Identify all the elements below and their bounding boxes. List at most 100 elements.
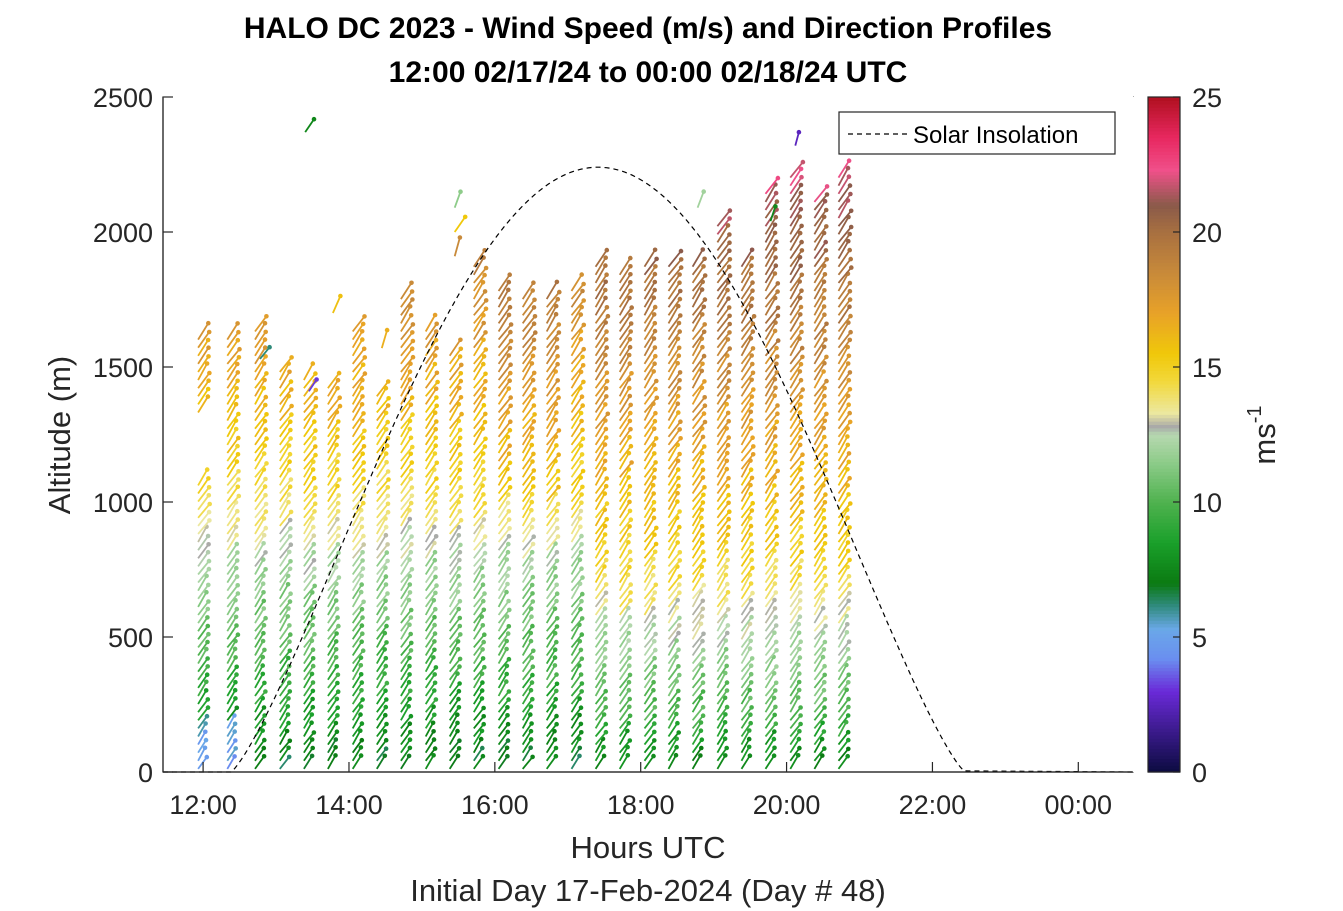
wind-barb-shaft <box>352 601 365 616</box>
wind-barb-shaft <box>594 413 609 430</box>
wind-barb-head <box>360 321 366 327</box>
wind-barb-shaft <box>254 478 267 495</box>
wind-barb-shaft <box>327 707 339 721</box>
wind-barb-shaft <box>376 495 389 511</box>
colorbar-segment <box>1148 174 1180 179</box>
wind-barb-head <box>433 516 438 522</box>
wind-barb-shaft <box>837 282 851 300</box>
wind-barb-head <box>847 337 853 343</box>
wind-barb-head <box>773 573 778 579</box>
wind-barb-head <box>455 753 461 759</box>
wind-barb-head <box>554 591 560 596</box>
wind-barb-head <box>847 370 853 375</box>
wind-barb-head <box>650 482 656 488</box>
wind-barb-head <box>749 475 755 481</box>
wind-barb-shaft <box>813 748 825 762</box>
wind-barb-head <box>627 549 633 554</box>
wind-barb-head <box>481 598 486 604</box>
wind-barb-head <box>652 713 657 719</box>
colorbar-tick-label: 0 <box>1192 758 1207 788</box>
wind-barb-shaft <box>789 208 802 227</box>
colorbar-segment <box>1148 184 1180 189</box>
wind-barb-head <box>675 490 680 496</box>
wind-barb-head <box>626 475 631 480</box>
wind-barb-shaft <box>837 509 848 527</box>
wind-barb-shaft <box>643 380 658 397</box>
wind-barb-shaft <box>594 347 608 365</box>
wind-barb-shaft <box>740 305 752 324</box>
wind-barb-shaft <box>691 445 706 462</box>
wind-barb-head <box>483 330 488 335</box>
wind-barb-head <box>602 671 607 677</box>
wind-barb-shaft <box>400 681 410 697</box>
wind-barb-head <box>457 354 463 359</box>
wind-barb-head <box>382 753 388 759</box>
wind-barb-shaft <box>303 576 315 592</box>
wind-barb-shaft <box>327 754 337 770</box>
wind-barb-head <box>504 671 510 677</box>
wind-barb-shaft <box>813 558 825 575</box>
wind-barb-head <box>288 477 294 482</box>
wind-barb-shaft <box>594 372 608 389</box>
wind-barb-head <box>553 753 559 759</box>
colorbar-unit-exponent: -1 <box>1244 405 1266 423</box>
wind-barb-head <box>822 328 827 334</box>
wind-barb-shaft <box>226 592 239 608</box>
wind-barb-head <box>359 623 365 628</box>
wind-barb-shaft <box>667 705 679 721</box>
wind-barb-head <box>627 508 633 514</box>
wind-barb-shaft <box>473 331 487 349</box>
wind-barb-head <box>206 542 211 547</box>
wind-barb-head <box>309 753 315 759</box>
wind-barb-shaft <box>643 330 656 349</box>
wind-barb-shaft <box>473 281 484 300</box>
wind-barb-shaft <box>400 428 411 446</box>
wind-barb-shaft <box>279 535 291 551</box>
wind-barb-head <box>505 738 511 743</box>
wind-barb-shaft <box>667 314 682 333</box>
wind-barb-head <box>772 230 778 236</box>
wind-barb-shaft <box>351 478 365 495</box>
wind-barb-shaft <box>813 616 827 632</box>
wind-barb-head <box>333 647 339 652</box>
colorbar-segment <box>1148 640 1180 645</box>
wind-barb-shaft <box>716 210 731 227</box>
wind-barb-shaft <box>226 543 238 559</box>
wind-barb-head <box>505 573 510 579</box>
wind-barb-shaft <box>643 338 655 357</box>
wind-barb-shaft <box>226 331 240 349</box>
wind-barb-shaft <box>813 436 826 454</box>
wind-barb-shaft <box>497 673 508 689</box>
wind-barb-shaft <box>643 706 656 721</box>
colorbar-segment <box>1148 144 1180 149</box>
wind-barb-shaft <box>618 493 630 511</box>
wind-barb-head <box>505 581 510 587</box>
wind-barb-head <box>287 451 293 457</box>
wind-barb-shaft <box>837 623 849 640</box>
wind-barb-head <box>508 322 514 327</box>
wind-barb-head <box>699 368 705 374</box>
wind-barb-shaft <box>400 437 412 454</box>
wind-barb-shaft <box>794 131 800 146</box>
wind-barb-head <box>675 540 680 545</box>
wind-barb-head <box>651 369 656 374</box>
wind-barb-shaft <box>716 574 727 592</box>
wind-barb-shaft <box>197 560 210 576</box>
colorbar-segment <box>1148 599 1180 604</box>
wind-barb-shaft <box>424 682 436 697</box>
wind-barb-shaft <box>643 534 656 551</box>
wind-barb-shaft <box>351 315 366 333</box>
wind-barb-head <box>531 280 536 286</box>
wind-barb-shaft <box>497 436 509 454</box>
wind-barb-head <box>234 664 239 670</box>
wind-barb-shaft <box>716 608 730 624</box>
wind-barb-head <box>434 583 439 588</box>
wind-barb-shaft <box>400 673 411 689</box>
wind-barb-shaft <box>448 364 463 381</box>
wind-barb-head <box>361 460 367 465</box>
wind-barb-head <box>481 467 486 473</box>
x-tick-label: 12:00 <box>169 790 237 820</box>
colorbar-segment <box>1148 151 1180 155</box>
wind-barb-head <box>507 296 512 302</box>
wind-barb-shaft <box>813 494 827 511</box>
